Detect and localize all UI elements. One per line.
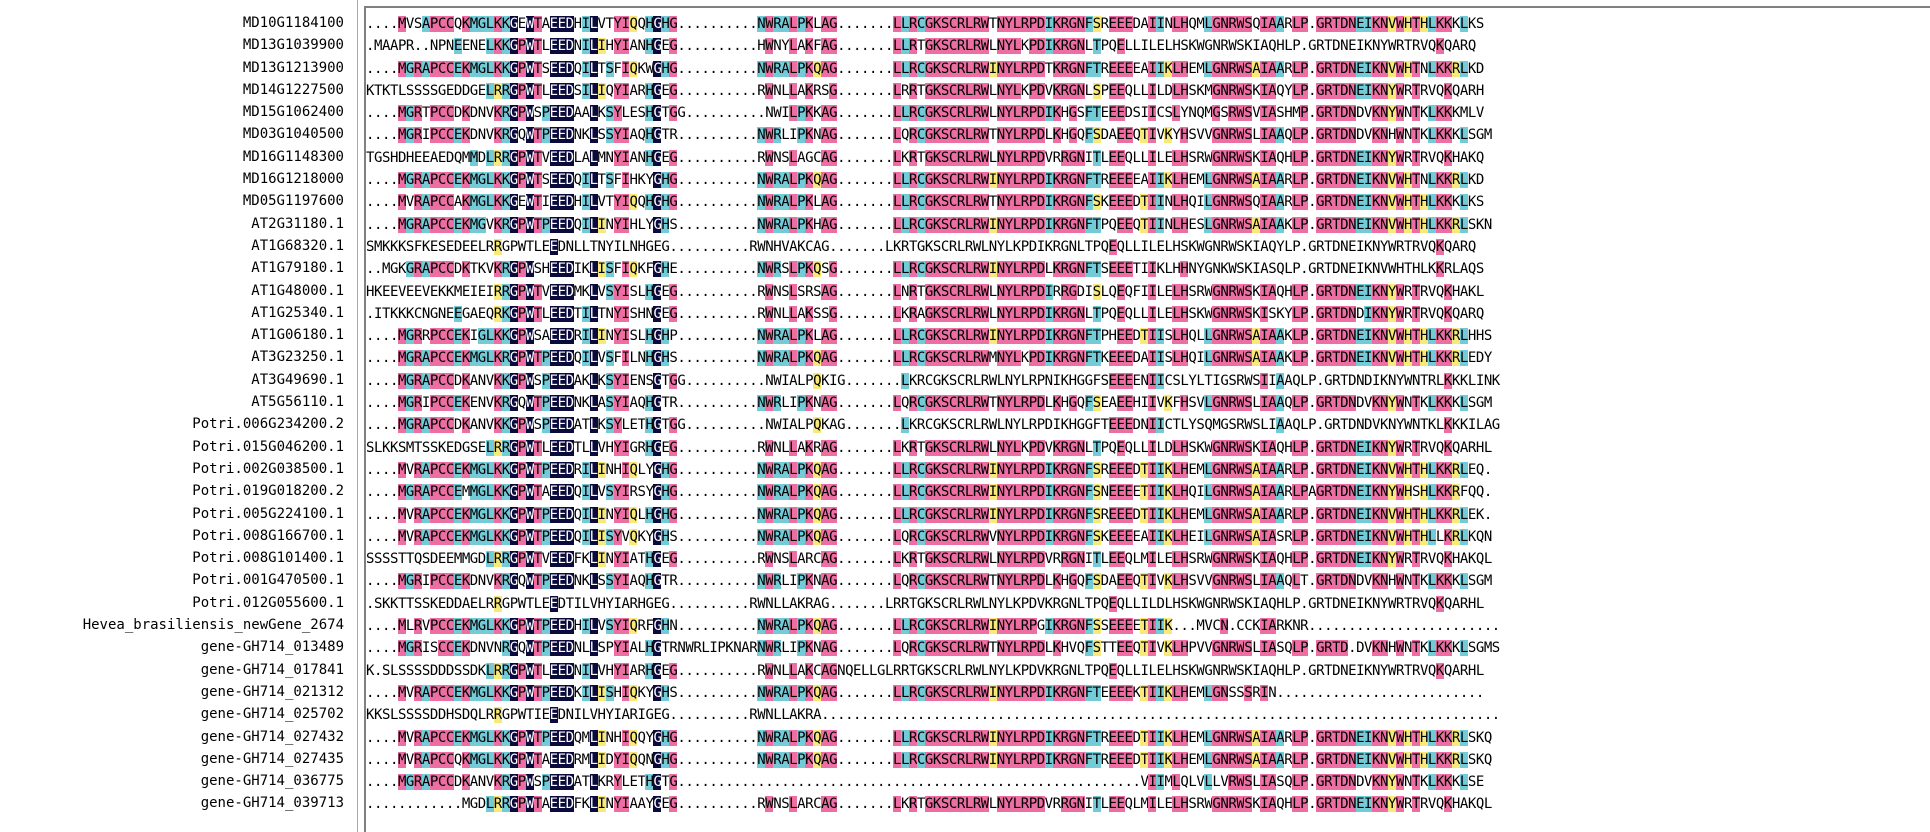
sequence-name: gene-GH714_025702	[200, 706, 344, 723]
sequence-name: MD16G1218000	[242, 171, 344, 188]
sequence-row: SMKKKSFKESEDEELRRGPWTLEEDNLLTNYILNHGEG..…	[366, 238, 1476, 255]
sequence-name: Potri.015G046200.1	[192, 438, 344, 455]
sequence-name: AT1G79180.1	[251, 260, 344, 277]
sequence-row: KKSLSSSSDDHSDQLRRGPWTIEEDNILVHYIARIGEG..…	[366, 707, 1500, 724]
sequence-row: K.SLSSSSDDDSSDKLRRGPWTLEEDNILVHYIARHGEG.…	[366, 662, 1484, 679]
sequence-row: ..MGKGRAPCCDKTKVKRGPWSHEEDIKLISFIQKFGHE.…	[366, 261, 1484, 278]
alignment-viewer[interactable]: ....MVSAPCCQKMGLKKGEWTAEEDHILVTYIQQHGHG.…	[357, 0, 1930, 832]
sequence-name: AT1G06180.1	[251, 327, 344, 344]
sequence-name: AT5G56110.1	[251, 394, 344, 411]
sequence-name: Potri.006G234200.2	[192, 416, 344, 433]
sequence-row: ....MGRAPCCDKANVKRGPWSPEEDATLKRYLETHGTG.…	[366, 774, 1484, 791]
sequence-name: Potri.002G038500.1	[192, 460, 344, 477]
sequence-name: AT1G25340.1	[251, 304, 344, 321]
sequence-name: MD16G1148300	[242, 148, 344, 165]
sequence-name: MD14G1227500	[242, 81, 344, 98]
sequence-name: gene-GH714_013489	[200, 639, 344, 656]
sequence-name: Potri.019G018200.2	[192, 483, 344, 500]
sequence-name: AT3G49690.1	[251, 371, 344, 388]
sequence-row: ....MGRAPCCEKMGLKKGPWTSEEDQILTSFIHKYGHG.…	[366, 172, 1484, 189]
sequence-name: Potri.001G470500.1	[192, 572, 344, 589]
sequence-row: SLKKSMTSSKEDGSELRRGPWTLEEDTLLVHYIGRHGEG.…	[366, 439, 1492, 456]
sequence-row: ....MGRRPCCEKIGLKKGPWSAEEDRILINYISLHGHP.…	[366, 328, 1492, 345]
sequence-name: AT1G48000.1	[251, 282, 344, 299]
alignment-frame: ....MVSAPCCQKMGLKKGEWTAEEDHILVTYIQQHGHG.…	[364, 6, 1930, 832]
sequence-name: MD13G1039900	[242, 37, 344, 54]
sequence-row: HKEEVEEVEKKMEIEIRRGPWTVEEDMKLVSYISLHGEG.…	[366, 283, 1484, 300]
sequence-name: gene-GH714_027432	[200, 728, 344, 745]
sequence-name: MD05G1197600	[242, 193, 344, 210]
sequence-row: ....MGRIPCCEKDNVKRGQWTPEEDNKLSSYIAQHGTR.…	[366, 127, 1492, 144]
alignment-rows: ....MVSAPCCQKMGLKKGEWTAEEDHILVTYIQQHGHG.…	[366, 13, 1500, 816]
sequence-row: SSSSTTQSDEEMMGDLRRGPWTVEEDFKLINYIATHGEG.…	[366, 551, 1492, 568]
sequence-row: ....MLRVPCCEKMGLKKGPWTPEEDHILVSYIQRFGHN.…	[366, 618, 1500, 635]
sequence-row: ....MVSAPCCQKMGLKKGEWTAEEDHILVTYIQQHGHG.…	[366, 16, 1484, 32]
sequence-name: MD15G1062400	[242, 104, 344, 121]
sequence-name: Potri.008G101400.1	[192, 550, 344, 567]
sequence-name: AT1G68320.1	[251, 237, 344, 254]
sequence-row: ....MGRIPCCEKENVKRGQWTPEEDNKLASYIAQHGTR.…	[366, 395, 1492, 412]
sequence-row: ....MVRAPCCEKMGLKKGPWTPEEDKILISHIQKYGHS.…	[366, 684, 1484, 701]
sequence-row: ....MVRAPCCEKMGLKKGPWTPEEDQMLINHIQQYGHG.…	[366, 729, 1492, 746]
sequence-row: ....MVRAPCCEKMGLKKGPWTPEEDQILINYIQLHGHG.…	[366, 506, 1492, 523]
sequence-name: MD13G1213900	[242, 59, 344, 76]
sequence-row: ............MGDLRRGPWTAEEDFKLINYIAAYGEG.…	[366, 796, 1492, 813]
sequence-name: Hevea_brasiliensis_newGene_2674	[82, 617, 344, 634]
sequence-name: AT2G31180.1	[251, 215, 344, 232]
sequence-name: MD10G1184100	[242, 15, 344, 31]
sequence-row: ....MGRAPCCEMMGLKKGPWTAEEDQILVSYIRSYGHG.…	[366, 484, 1492, 501]
sequence-name: gene-GH714_021312	[200, 683, 344, 700]
sequence-name: gene-GH714_027435	[200, 750, 344, 767]
sequence-row: ....MGRIPCCEKDNVKRGQWTPEEDNKLSSYIAQHGTR.…	[366, 573, 1492, 590]
sequence-row: .ITKKKCNGNEEGAEQRKGPWTLEEDTILTNYISHNGEG.…	[366, 305, 1484, 322]
sequence-row: ....MGRAPCCEKMGLKRGPWTPEEDQILVSFILNHGHS.…	[366, 350, 1492, 367]
sequence-name: AT3G23250.1	[251, 349, 344, 366]
sequence-name-column: MD10G1184100 MD13G1039900 MD13G1213900 MD14…	[0, 12, 348, 815]
sequence-row: ....MVRAPCCEKMGLKKGPWTPEEDRILINHIQLYGHG.…	[366, 461, 1492, 478]
sequence-row: ....MGRTPCCDKDNVKRGPWSPEEDAALKSYLESHGTGG…	[366, 105, 1484, 122]
sequence-name: Potri.008G166700.1	[192, 527, 344, 544]
sequence-name: Potri.005G224100.1	[192, 505, 344, 522]
sequence-name: Potri.012G055600.1	[192, 594, 344, 611]
sequence-row: ....MVRAPCCEKMGLKKGPWTPEEDQILISYVQKYGHS.…	[366, 528, 1492, 545]
sequence-row: TGSHDHEEAEDQMMDLRRGPWTVEEDLALMNYIANHGEG.…	[366, 149, 1484, 166]
sequence-row: ....MVRAPCCQKMGLKKGPWTAEEDRMLIDYIQQNGHG.…	[366, 751, 1492, 768]
sequence-name: gene-GH714_039713	[200, 795, 344, 812]
sequence-row: .SKKTTSSKEDDAELRRGPWTLEEDTILVHYIARHGEG..…	[366, 595, 1484, 612]
sequence-name: MD03G1040500	[242, 126, 344, 143]
sequence-row: ....MGRISCCEKDNVNRGQWTPEEDNLLSPYIALHGTRN…	[366, 640, 1500, 657]
sequence-row: KTKTLSSSSGEDDGELRRGPWTLEEDSILIQYIARHGEG.…	[366, 82, 1484, 99]
sequence-row: .MAAPR..NPNEENELKKGPWTLEEDNILIHYIANHGEG.…	[366, 38, 1476, 55]
sequence-row: ....MGRAPCCEKMGLKKGPWTSEEDQILTSFIQKWGHG.…	[366, 60, 1484, 77]
sequence-row: ....MGRAPCCDKANVKKGPWSPEEDAKLKSYIENSGTGG…	[366, 372, 1500, 389]
sequence-name: gene-GH714_017841	[200, 661, 344, 678]
sequence-row: ....MVRAPCCAKMGLKKGEWTIEEDHILVTYIQQHGHG.…	[366, 194, 1484, 211]
sequence-name: gene-GH714_036775	[200, 773, 344, 790]
sequence-row: ....MGRAPCCDKANVKKGPWSPEEDATLKSYLETHGTGG…	[366, 417, 1500, 434]
sequence-row: ....MGRAPCCEKMGVKRGPWTPEEDQILINYIHLYGHS.…	[366, 216, 1492, 233]
